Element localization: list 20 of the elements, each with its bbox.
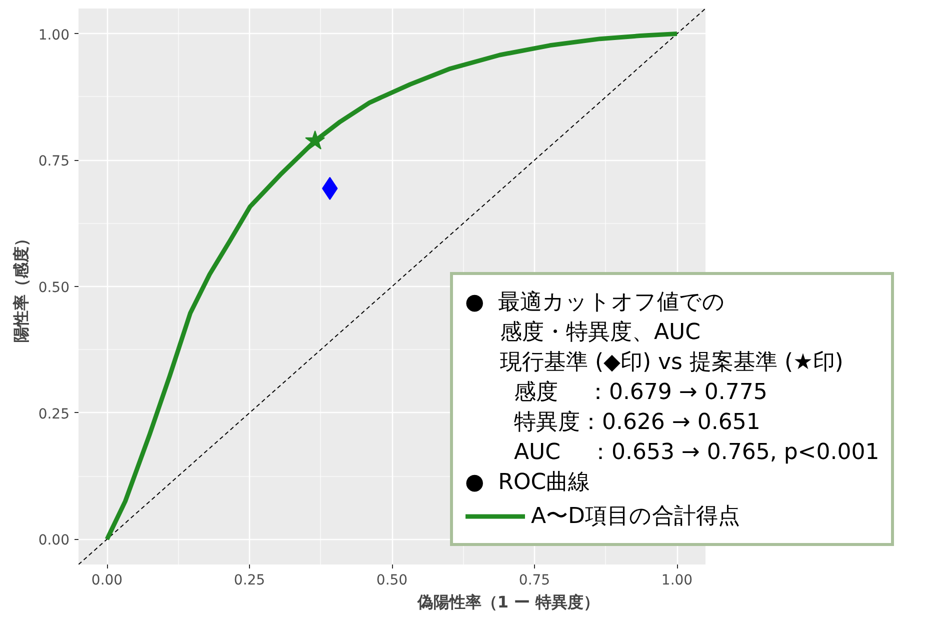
x-tick-label: 1.00 xyxy=(661,572,693,588)
y-tick-label: 0.75 xyxy=(38,154,70,170)
annotation: 感度 ：0.679 → 0.775 xyxy=(514,380,768,405)
y-tick-label: 1.00 xyxy=(38,27,70,44)
y-tick-label: 0.50 xyxy=(38,280,70,296)
annotation: ● 最適カットオフ値での xyxy=(465,290,726,315)
x-tick-label: 0.25 xyxy=(234,572,266,588)
annotation: 感度・特異度、AUC xyxy=(500,320,700,345)
y-axis-title: 陽性率（感度） xyxy=(11,230,30,342)
x-tick-label: 0.50 xyxy=(376,572,408,588)
y-tick-label: 0.25 xyxy=(38,406,70,422)
annotation: 特異度：0.626 → 0.651 xyxy=(514,410,760,435)
annotation: 現行基準 (◆印) vs 提案基準 (★印) xyxy=(500,350,844,375)
x-tick-label: 0.00 xyxy=(91,572,123,588)
x-tick-label: 0.75 xyxy=(518,572,550,588)
y-tick-label: 0.00 xyxy=(38,532,70,549)
x-axis-title: 偽陽性率（1 ー 特異度） xyxy=(416,592,600,612)
legend-label: A〜D項目の合計得点 xyxy=(531,503,740,531)
annotation: AUC ：0.653 → 0.765, p<0.001 xyxy=(514,440,880,465)
annotation: ● ROC曲線 xyxy=(465,470,590,495)
